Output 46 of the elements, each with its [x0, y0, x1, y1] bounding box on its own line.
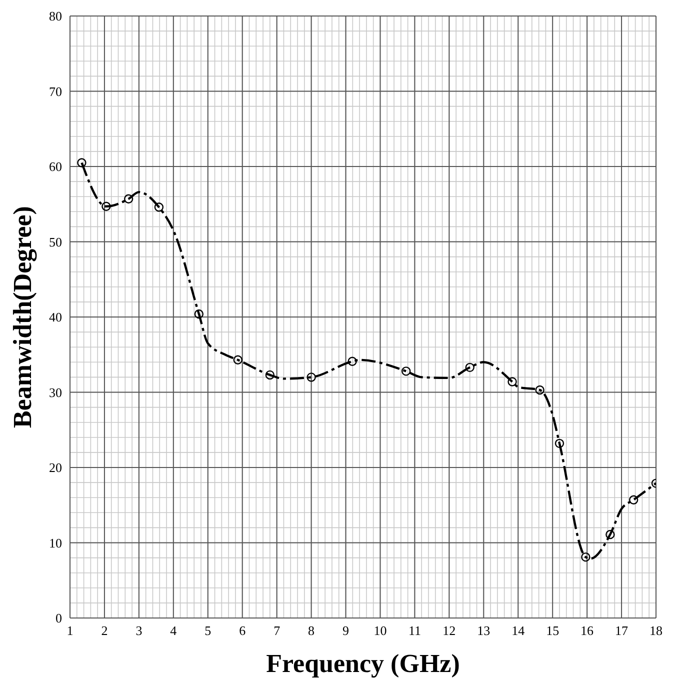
y-tick-label: 0: [56, 610, 62, 626]
x-tick-label: 5: [204, 623, 212, 638]
point: [265, 370, 275, 380]
x-tick-label: 14: [512, 623, 526, 638]
point: [77, 158, 86, 168]
x-tick-label: 10: [374, 623, 387, 638]
x-tick-label: 2: [101, 623, 108, 638]
point: [581, 552, 590, 562]
x-tick-label: 3: [136, 623, 142, 638]
x-tick-label: 12: [442, 623, 456, 638]
y-tick-label: 80: [49, 8, 62, 24]
y-tick-label: 10: [49, 535, 62, 550]
x-tick-label: 8: [308, 623, 315, 638]
point: [606, 530, 615, 540]
point: [465, 362, 474, 372]
y-tick-label: 30: [49, 384, 62, 400]
x-axis-title: Frequency (GHz): [266, 649, 460, 678]
point: [401, 366, 411, 376]
point: [508, 377, 517, 386]
x-tick-label: 6: [239, 623, 246, 638]
point: [233, 355, 242, 364]
x-tick-label: 11: [408, 623, 421, 638]
point: [124, 194, 134, 204]
point: [535, 385, 544, 395]
point: [306, 372, 316, 382]
y-axis-title: Beamwidth(Degree): [8, 206, 38, 428]
x-tick-label: 18: [650, 623, 662, 638]
y-tick-label: 40: [49, 310, 62, 325]
y-tick-label: 70: [49, 84, 62, 99]
y-tick-label: 50: [49, 234, 62, 250]
x-tick-label: 4: [170, 623, 178, 638]
point: [102, 202, 111, 211]
point: [348, 356, 357, 366]
x-tick-label: 9: [342, 623, 350, 638]
x-tick-label: 16: [580, 623, 594, 638]
x-tick-label: 17: [615, 623, 629, 638]
point: [554, 438, 564, 448]
x-tick-label: 15: [546, 623, 560, 638]
point: [154, 202, 164, 212]
x-tick-label: 7: [274, 623, 281, 638]
x-tick-label: 1: [66, 623, 74, 638]
point: [194, 309, 204, 319]
y-tick-label: 20: [49, 460, 62, 476]
y-tick-label: 60: [49, 159, 62, 174]
x-tick-label: 13: [477, 623, 490, 638]
point: [628, 495, 638, 504]
